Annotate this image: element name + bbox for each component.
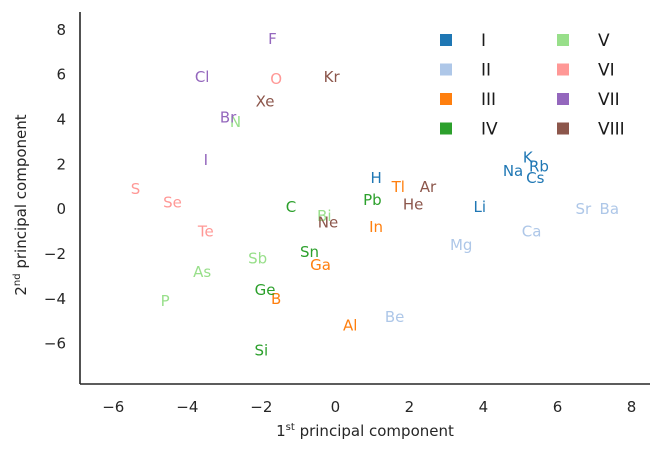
point-label: Li [473,198,486,216]
point-label: N [230,113,241,131]
x-axis-label-superscript: st [286,422,295,433]
x-axis-ticks: −6 −4 −2 0 2 4 6 8 [102,398,636,416]
point-label: C [286,198,296,216]
point-label: Si [255,341,269,359]
point-label: Tl [391,178,405,196]
point-label: Ge [255,281,276,299]
y-tick-label: 8 [56,21,66,39]
point-label: P [161,292,170,310]
point-label: F [268,30,277,48]
point-label: H [370,169,381,187]
point-label: Na [503,162,523,180]
axes-spines [79,12,650,385]
y-axis-label-main: 2 [12,286,30,296]
point-label: Br [220,108,237,126]
point-label: Xe [256,93,275,111]
legend-swatch [440,63,452,76]
point-label: Ga [310,256,331,274]
point-label: O [270,70,282,88]
x-tick-label: 6 [553,398,563,416]
point-label: S [131,180,141,198]
point-label: Se [163,193,182,211]
point-label: Sr [576,200,593,218]
point-label: Cl [195,68,210,86]
point-label: Sn [300,243,319,261]
x-axis-label-main: 1 [276,422,286,440]
y-tick-label: 6 [56,66,66,84]
y-tick-label: −6 [44,335,66,353]
point-label: Te [197,223,214,241]
point-label: Ba [600,200,619,218]
legend-label: VII [598,90,620,110]
legend-swatch [440,122,452,135]
legend-label: VI [598,61,615,81]
y-tick-label: −4 [44,290,66,308]
point-label: Ca [522,223,542,241]
legend-swatch [440,93,452,105]
legend-swatch [557,63,569,76]
x-tick-label: 8 [627,398,637,416]
legend-label: IV [481,120,498,140]
point-label: Mg [450,236,472,254]
legend-swatch [557,34,569,46]
legend-label: VIII [598,120,625,140]
point-label: K [523,149,534,167]
point-label: As [193,263,211,281]
legend-label: V [598,31,610,51]
x-axis-label: 1st principal component [276,422,454,440]
y-tick-label: 0 [56,200,66,218]
point-label: Sb [248,250,267,268]
point-label: Cs [526,169,544,187]
x-axis-label-rest: principal component [295,422,454,440]
point-label: I [204,151,208,169]
point-label: Al [343,317,357,335]
point-label: Rb [529,158,549,176]
point-label: In [369,218,383,236]
point-label: Be [385,308,405,326]
legend-label: I [481,31,486,51]
y-tick-label: 4 [56,111,66,129]
x-tick-label: −4 [176,398,198,416]
y-tick-label: −2 [44,245,66,263]
point-label: Kr [324,68,341,86]
legend-label: III [481,90,496,110]
point-label: He [403,196,424,214]
y-axis-ticks: −6 −4 −2 0 2 4 6 8 [44,21,66,353]
x-tick-label: 0 [331,398,341,416]
legend-swatch [557,93,569,105]
x-tick-label: −2 [250,398,272,416]
point-label: Ne [318,214,338,232]
y-axis-label-rest: principal component [12,114,30,273]
y-axis-label: 2nd principal component [12,114,30,295]
point-label: B [271,290,281,308]
y-tick-label: 2 [56,155,66,173]
x-tick-label: 2 [405,398,415,416]
legend-swatch [440,34,452,46]
x-tick-label: −6 [102,398,124,416]
point-label: Ar [420,178,437,196]
x-tick-label: 4 [479,398,489,416]
point-label: Bi [317,207,331,225]
point-label: Pb [363,191,382,209]
legend-swatch [557,122,569,135]
legend-label: II [481,61,491,81]
y-axis-label-superscript: nd [12,273,23,286]
